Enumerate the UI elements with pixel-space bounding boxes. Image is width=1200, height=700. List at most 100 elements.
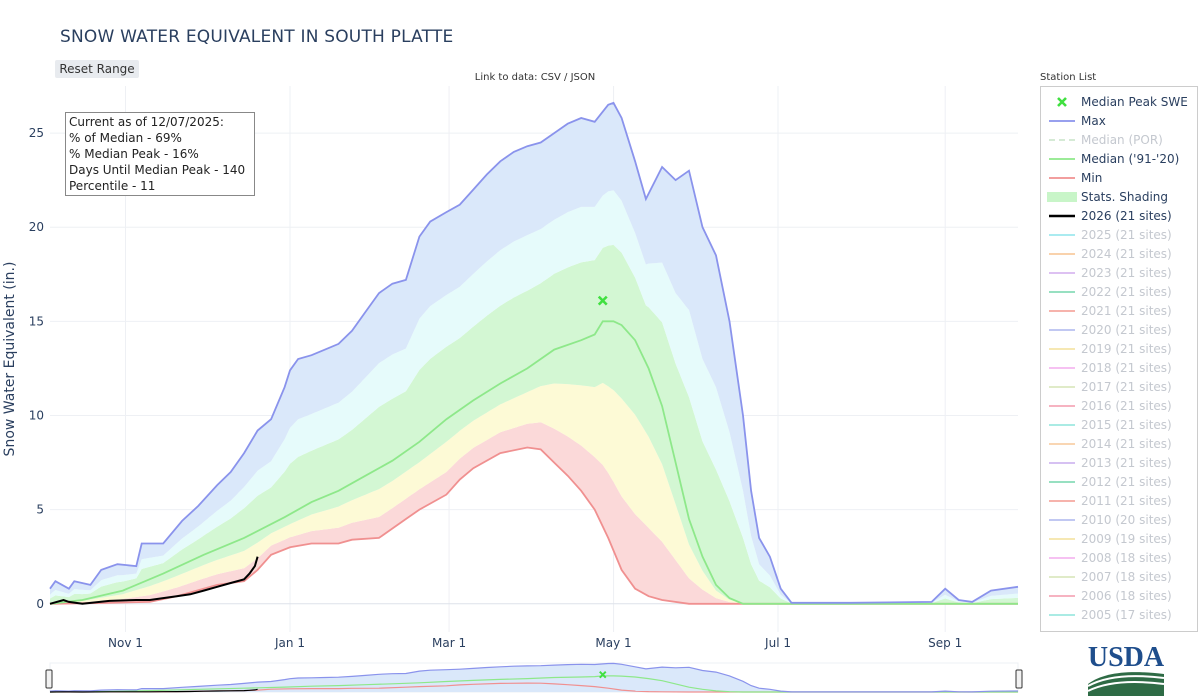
legend-swatch-5 xyxy=(1047,192,1077,202)
chart-title: SNOW WATER EQUIVALENT IN SOUTH PLATTE xyxy=(60,27,454,47)
legend-swatch-21 xyxy=(1049,500,1075,502)
median-peak-marker xyxy=(597,295,608,306)
usda-logo-text: USDA xyxy=(1088,642,1165,673)
legend-swatch-8 xyxy=(1049,253,1075,255)
legend-item-5[interactable]: Stats. Shading xyxy=(1041,188,1197,207)
x-tick-label-4: Jul 1 xyxy=(764,636,791,650)
legend-item-14[interactable]: 2018 (21 sites) xyxy=(1041,359,1197,378)
info-percentile: Percentile - 11 xyxy=(69,179,156,193)
legend-swatch-16 xyxy=(1049,405,1075,407)
legend-swatch-12 xyxy=(1049,329,1075,331)
legend-item-16[interactable]: 2016 (21 sites) xyxy=(1041,397,1197,416)
info-percent-median-peak: % Median Peak - 16% xyxy=(69,147,199,161)
usda-logo: USDA xyxy=(1087,642,1165,696)
legend-label-15: 2017 (21 sites) xyxy=(1081,380,1172,394)
legend-item-19[interactable]: 2013 (21 sites) xyxy=(1041,454,1197,473)
y-tick-label-1: 5 xyxy=(36,503,44,517)
info-days-until-peak: Days Until Median Peak - 140 xyxy=(69,163,246,177)
data-link[interactable]: Link to data: CSV / JSON xyxy=(474,72,596,83)
x-tick-label-3: May 1 xyxy=(595,636,631,650)
y-tick-label-3: 15 xyxy=(29,314,44,328)
legend-label-20: 2012 (21 sites) xyxy=(1081,475,1172,489)
legend-item-12[interactable]: 2020 (21 sites) xyxy=(1041,321,1197,340)
legend-label-19: 2013 (21 sites) xyxy=(1081,456,1172,470)
range-slider-current xyxy=(49,688,258,693)
median-line xyxy=(49,320,1018,605)
y-axis-label: Snow Water Equivalent (in.) xyxy=(2,262,18,457)
legend-label-6: 2026 (21 sites) xyxy=(1081,209,1172,223)
range-handle-right[interactable] xyxy=(1015,669,1023,689)
legend-item-17[interactable]: 2015 (21 sites) xyxy=(1041,416,1197,435)
legend-item-25[interactable]: 2007 (18 sites) xyxy=(1041,568,1197,587)
range-slider xyxy=(45,662,1023,693)
y-tick-label-5: 25 xyxy=(29,126,44,140)
legend-label-11: 2021 (21 sites) xyxy=(1081,304,1172,318)
legend-item-11[interactable]: 2021 (21 sites) xyxy=(1041,302,1197,321)
legend-label-4: Min xyxy=(1081,171,1103,185)
median-peak-x xyxy=(597,295,608,306)
legend-swatch-6 xyxy=(1049,214,1075,218)
range-handle-left[interactable] xyxy=(45,669,53,689)
legend-label-22: 2010 (20 sites) xyxy=(1081,513,1172,527)
legend-swatch-15 xyxy=(1049,386,1075,388)
legend-swatch-2 xyxy=(1049,139,1075,141)
legend-swatch-1 xyxy=(1049,120,1075,122)
current-year-line xyxy=(49,556,259,605)
legend-label-17: 2015 (21 sites) xyxy=(1081,418,1172,432)
y-tick-label-0: 0 xyxy=(36,597,44,611)
station-list-link[interactable]: Station List xyxy=(1040,72,1097,83)
y-tick-label-2: 10 xyxy=(29,408,44,422)
legend-item-20[interactable]: 2012 (21 sites) xyxy=(1041,473,1197,492)
legend-label-7: 2025 (21 sites) xyxy=(1081,228,1172,242)
legend-label-1: Max xyxy=(1081,114,1106,128)
legend-swatch-22 xyxy=(1049,519,1075,521)
x-tick-label-5: Sep 1 xyxy=(928,636,962,650)
legend-label-21: 2011 (21 sites) xyxy=(1081,494,1172,508)
legend-item-15[interactable]: 2017 (21 sites) xyxy=(1041,378,1197,397)
legend-item-2[interactable]: Median (POR) xyxy=(1041,131,1197,150)
legend-swatch-27 xyxy=(1049,614,1075,616)
range-slider-max xyxy=(49,662,1019,693)
reset-range-button[interactable]: Reset Range xyxy=(55,60,139,78)
legend-swatch-23 xyxy=(1049,538,1075,540)
legend-item-21[interactable]: 2011 (21 sites) xyxy=(1041,492,1197,511)
legend-item-26[interactable]: 2006 (18 sites) xyxy=(1041,587,1197,606)
legend-label-14: 2018 (21 sites) xyxy=(1081,361,1172,375)
legend-item-0[interactable]: Median Peak SWE xyxy=(1041,93,1197,112)
legend-label-24: 2008 (18 sites) xyxy=(1081,551,1172,565)
legend-item-24[interactable]: 2008 (18 sites) xyxy=(1041,549,1197,568)
legend-item-13[interactable]: 2019 (21 sites) xyxy=(1041,340,1197,359)
band-70-90 xyxy=(50,190,1018,604)
legend-item-8[interactable]: 2024 (21 sites) xyxy=(1041,245,1197,264)
range-slider-median xyxy=(49,675,1018,693)
legend-item-4[interactable]: Min xyxy=(1041,169,1197,188)
legend-swatch-10 xyxy=(1049,291,1075,293)
legend-label-25: 2007 (18 sites) xyxy=(1081,570,1172,584)
legend-item-10[interactable]: 2022 (21 sites) xyxy=(1041,283,1197,302)
x-tick-label-2: Mar 1 xyxy=(432,636,466,650)
legend-item-3[interactable]: Median ('91-'20) xyxy=(1041,150,1197,169)
legend-item-27[interactable]: 2005 (17 sites) xyxy=(1041,606,1197,625)
legend-item-7[interactable]: 2025 (21 sites) xyxy=(1041,226,1197,245)
legend-label-18: 2014 (21 sites) xyxy=(1081,437,1172,451)
legend-label-23: 2009 (19 sites) xyxy=(1081,532,1172,546)
legend-swatch-3 xyxy=(1049,158,1075,160)
legend-label-12: 2020 (21 sites) xyxy=(1081,323,1172,337)
legend-item-6[interactable]: 2026 (21 sites) xyxy=(1041,207,1197,226)
legend-swatch-7 xyxy=(1049,234,1075,236)
max-line xyxy=(49,101,1019,604)
legend-swatch-18 xyxy=(1049,443,1075,445)
legend-label-5: Stats. Shading xyxy=(1081,190,1169,204)
legend-label-27: 2005 (17 sites) xyxy=(1081,608,1172,622)
legend-swatch-0 xyxy=(1057,97,1067,107)
legend-item-18[interactable]: 2014 (21 sites) xyxy=(1041,435,1197,454)
legend-item-1[interactable]: Max xyxy=(1041,112,1197,131)
band-10-30 xyxy=(50,382,1018,604)
info-current-date: Current as of 12/07/2025: xyxy=(69,115,224,129)
legend-swatch-14 xyxy=(1049,367,1075,369)
legend-swatch-19 xyxy=(1049,462,1075,464)
legend-item-22[interactable]: 2010 (20 sites) xyxy=(1041,511,1197,530)
legend-item-23[interactable]: 2009 (19 sites) xyxy=(1041,530,1197,549)
legend-item-9[interactable]: 2023 (21 sites) xyxy=(1041,264,1197,283)
